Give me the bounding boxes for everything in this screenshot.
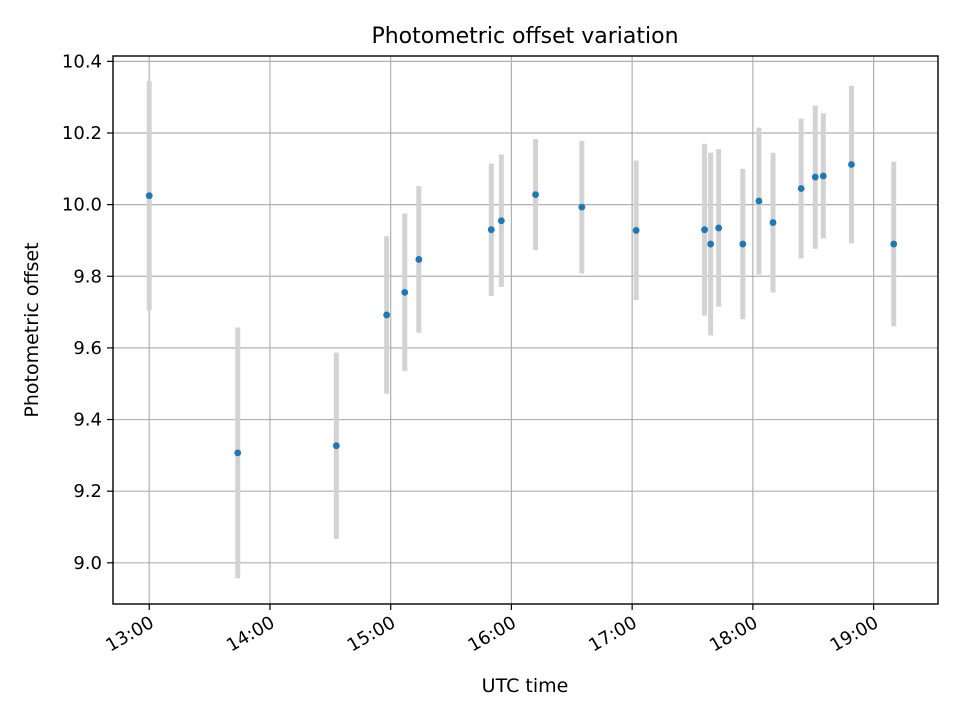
data-point [401,288,409,296]
data-point [848,161,855,168]
data-points [145,161,898,457]
y-tick-label: 9.2 [73,481,102,502]
y-tick-label: 9.8 [73,266,102,287]
data-point [797,185,805,192]
data-point [819,172,827,180]
data-point [739,240,747,248]
data-point [487,226,495,234]
y-tick-label: 10.2 [62,123,102,144]
y-tick-label: 9.6 [73,338,102,359]
data-point [701,226,708,234]
data-point [532,191,539,199]
data-point [632,227,640,234]
data-point [755,197,763,205]
data-point [769,219,777,226]
plot-frame [112,55,939,605]
data-point [578,203,586,211]
data-point [497,217,505,225]
data-point [145,192,153,200]
x-axis-label: UTC time [482,675,569,697]
data-point [890,240,898,248]
data-point [415,256,423,263]
y-axis-label: Photometric offset [21,242,43,417]
y-tick-label: 9.4 [73,410,102,431]
data-point [332,442,340,450]
chart-title: Photometric offset variation [371,24,678,49]
grid [113,56,938,604]
data-point [234,449,242,457]
y-tick-label: 9.0 [73,553,102,574]
y-tick-label: 10.0 [62,195,102,216]
data-point [383,311,391,319]
data-point [811,173,819,181]
data-point [707,240,715,248]
data-point [715,224,723,232]
y-tick-label: 10.4 [62,51,102,72]
